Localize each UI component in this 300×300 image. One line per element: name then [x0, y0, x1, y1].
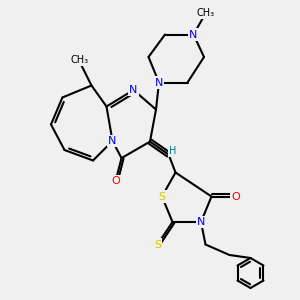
Text: N: N [197, 217, 205, 227]
Text: O: O [231, 191, 240, 202]
Text: N: N [189, 29, 198, 40]
Text: N: N [108, 136, 117, 146]
Text: H: H [169, 146, 177, 156]
Text: N: N [129, 85, 138, 95]
Text: S: S [158, 191, 166, 202]
Text: N: N [155, 77, 163, 88]
Text: CH₃: CH₃ [70, 55, 88, 65]
Text: O: O [111, 176, 120, 187]
Text: CH₃: CH₃ [196, 8, 214, 19]
Text: S: S [154, 239, 161, 250]
